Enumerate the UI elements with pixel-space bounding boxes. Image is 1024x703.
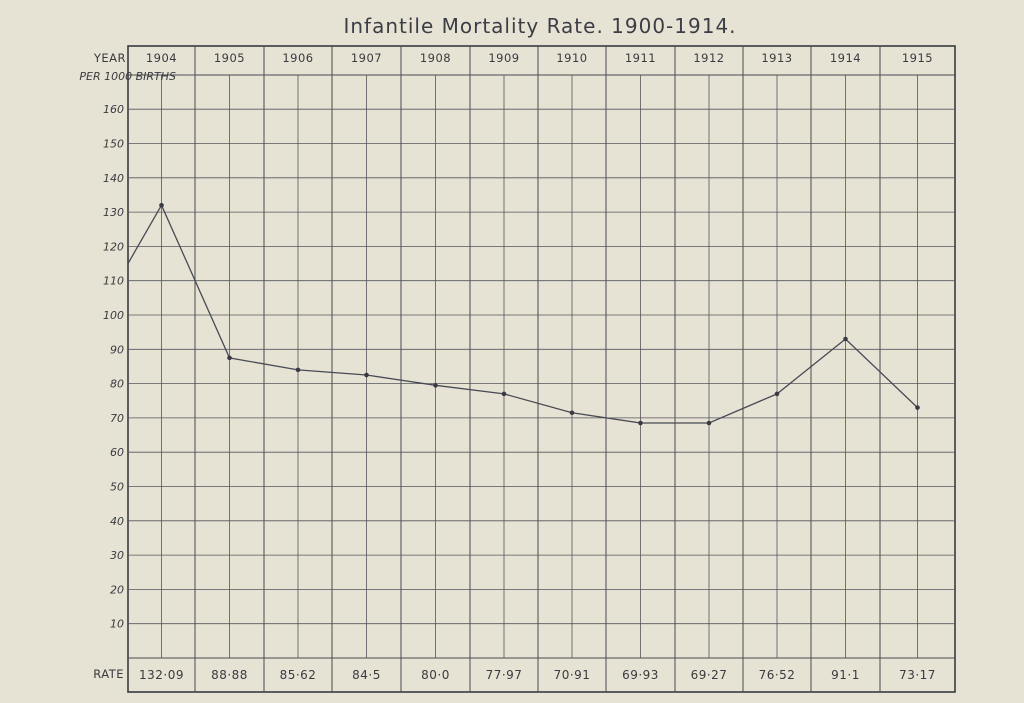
y-tick-label: 150	[103, 138, 124, 151]
rate-point	[295, 367, 301, 373]
rate-point	[843, 336, 848, 342]
y-tick-label: 80	[110, 378, 124, 391]
rate-point	[638, 420, 643, 426]
rate-row: 132·09 88·88 85·62 84·5 80·0 77·97 70·91 69·93 6…	[139, 668, 936, 682]
rate-value: 80·0	[421, 668, 450, 682]
y-tick-label: 30	[110, 549, 124, 562]
rate-value: 76·52	[759, 668, 796, 682]
y-tick-label: 120	[103, 240, 124, 253]
rate-point	[501, 391, 507, 397]
y-tick-label: 110	[103, 275, 124, 288]
rate-value: 132·09	[139, 668, 184, 682]
grid	[127, 45, 956, 693]
y-tick-label: 100	[103, 309, 124, 322]
labels: YEAR PER 1000 BIRTHS RATE	[79, 51, 176, 681]
rate-value: 77·97	[486, 668, 523, 682]
rate-value: 69·27	[691, 668, 728, 682]
rate-point	[364, 372, 369, 378]
y-tick-label: 20	[110, 583, 124, 596]
y-axis-ticks: 10 20 30 40 50 60 70 80 90 100 110 120 130 140 150 160	[103, 103, 124, 631]
y-tick-label: 160	[103, 103, 124, 116]
rate-row-label: RATE	[93, 667, 124, 681]
y-tick-label: 130	[103, 206, 124, 219]
year-label: 1914	[830, 51, 861, 65]
year-label: 1911	[625, 51, 656, 65]
rate-value: 84·5	[352, 668, 381, 682]
year-label: 1905	[214, 51, 245, 65]
year-label: 1913	[761, 51, 792, 65]
y-tick-label: 50	[110, 481, 124, 494]
rate-point	[774, 391, 780, 397]
rate-point	[159, 202, 164, 208]
y-tick-label: 90	[110, 343, 124, 356]
year-label: 1908	[420, 51, 451, 65]
rate-point	[433, 383, 438, 388]
y-tick-label: 40	[110, 515, 124, 528]
y-tick-label: 140	[103, 172, 124, 185]
year-header-label: YEAR	[93, 51, 126, 65]
y-tick-label: 60	[110, 446, 124, 459]
rate-value: 70·91	[554, 668, 591, 682]
rate-point	[706, 420, 712, 426]
rate-value: 91·1	[831, 668, 860, 682]
year-label: 1912	[693, 51, 724, 65]
y-tick-label: 70	[110, 412, 124, 425]
year-label: 1915	[902, 51, 933, 65]
rate-value: 88·88	[211, 668, 248, 682]
year-label: 1907	[351, 51, 382, 65]
y-axis-label: PER 1000 BIRTHS	[79, 70, 176, 83]
year-header-row: 1904 1905 1906 1907 1908 1909 1910 1911 1912 1913…	[146, 51, 933, 65]
chart-title: Infantile Mortality Rate. 1900-1914.	[343, 14, 736, 38]
year-label: 1904	[146, 51, 177, 65]
rate-point	[569, 410, 575, 416]
year-label: 1906	[282, 51, 313, 65]
rate-series	[127, 202, 920, 426]
chart-frame	[127, 45, 956, 693]
rate-line	[127, 203, 918, 424]
rate-value: 69·93	[622, 668, 659, 682]
rate-point	[915, 405, 920, 410]
y-tick-label: 10	[110, 618, 124, 631]
rate-point	[227, 355, 232, 361]
year-label: 1910	[556, 51, 587, 65]
rate-value: 85·62	[280, 668, 317, 682]
rate-value: 73·17	[899, 668, 936, 682]
year-label: 1909	[488, 51, 519, 65]
